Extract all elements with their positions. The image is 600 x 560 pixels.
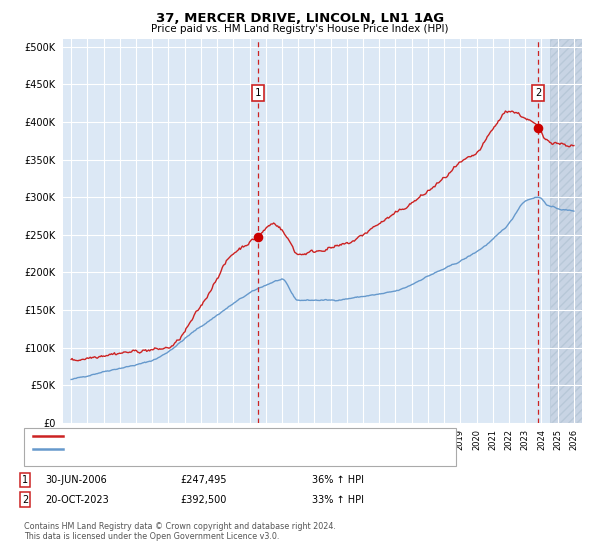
Text: 2: 2 <box>22 494 28 505</box>
Point <box>253 232 262 241</box>
Text: 1: 1 <box>254 88 261 98</box>
Bar <box>550 39 582 423</box>
Text: Contains HM Land Registry data © Crown copyright and database right 2024.
This d: Contains HM Land Registry data © Crown c… <box>24 522 336 542</box>
Text: 20-OCT-2023: 20-OCT-2023 <box>45 494 109 505</box>
Text: HPI: Average price, detached house, Lincoln: HPI: Average price, detached house, Linc… <box>67 444 283 454</box>
Text: 33% ↑ HPI: 33% ↑ HPI <box>312 494 364 505</box>
Text: 36% ↑ HPI: 36% ↑ HPI <box>312 475 364 485</box>
Text: 30-JUN-2006: 30-JUN-2006 <box>45 475 107 485</box>
Text: 37, MERCER DRIVE, LINCOLN, LN1 1AG: 37, MERCER DRIVE, LINCOLN, LN1 1AG <box>156 12 444 25</box>
Text: Price paid vs. HM Land Registry's House Price Index (HPI): Price paid vs. HM Land Registry's House … <box>151 24 449 34</box>
Text: £247,495: £247,495 <box>180 475 227 485</box>
Text: 1: 1 <box>22 475 28 485</box>
Text: 2: 2 <box>535 88 541 98</box>
Text: 37, MERCER DRIVE, LINCOLN, LN1 1AG (detached house): 37, MERCER DRIVE, LINCOLN, LN1 1AG (deta… <box>67 431 347 441</box>
Text: £392,500: £392,500 <box>180 494 226 505</box>
Point <box>533 123 543 132</box>
